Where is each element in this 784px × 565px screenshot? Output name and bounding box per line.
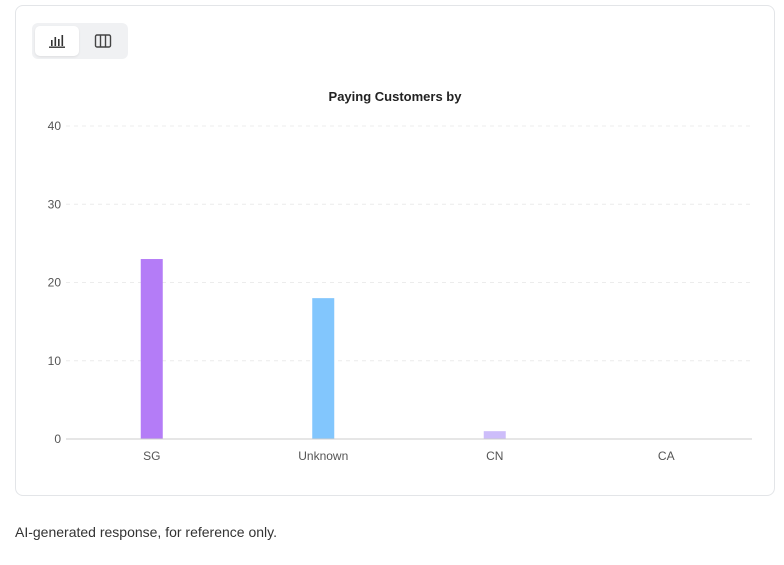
x-tick-label: SG (143, 449, 160, 463)
ai-disclaimer: AI-generated response, for reference onl… (15, 524, 278, 540)
y-tick-label: 0 (54, 432, 61, 446)
chart-title: Paying Customers by (329, 89, 463, 104)
y-tick-label: 20 (48, 276, 62, 290)
bar-chart-icon (49, 35, 65, 48)
y-tick-label: 30 (48, 197, 62, 211)
x-tick-label: CN (486, 449, 503, 463)
x-tick-label: Unknown (298, 449, 348, 463)
y-tick-label: 40 (48, 119, 62, 133)
chart-card: Paying Customers by 0 10 20 30 40 SG Unknown C… (15, 5, 775, 496)
bar-cn[interactable] (483, 431, 506, 439)
bar-chart: Paying Customers by 0 10 20 30 40 SG Unknown C… (48, 89, 752, 463)
table-view-button[interactable] (81, 26, 125, 56)
x-tick-label: CA (658, 449, 675, 463)
y-tick-label: 10 (48, 354, 62, 368)
view-toggle (32, 23, 128, 59)
bar-unknown[interactable] (312, 298, 335, 439)
columns-icon (94, 34, 112, 48)
chart-view-button[interactable] (35, 26, 79, 56)
bar-sg[interactable] (140, 259, 163, 439)
